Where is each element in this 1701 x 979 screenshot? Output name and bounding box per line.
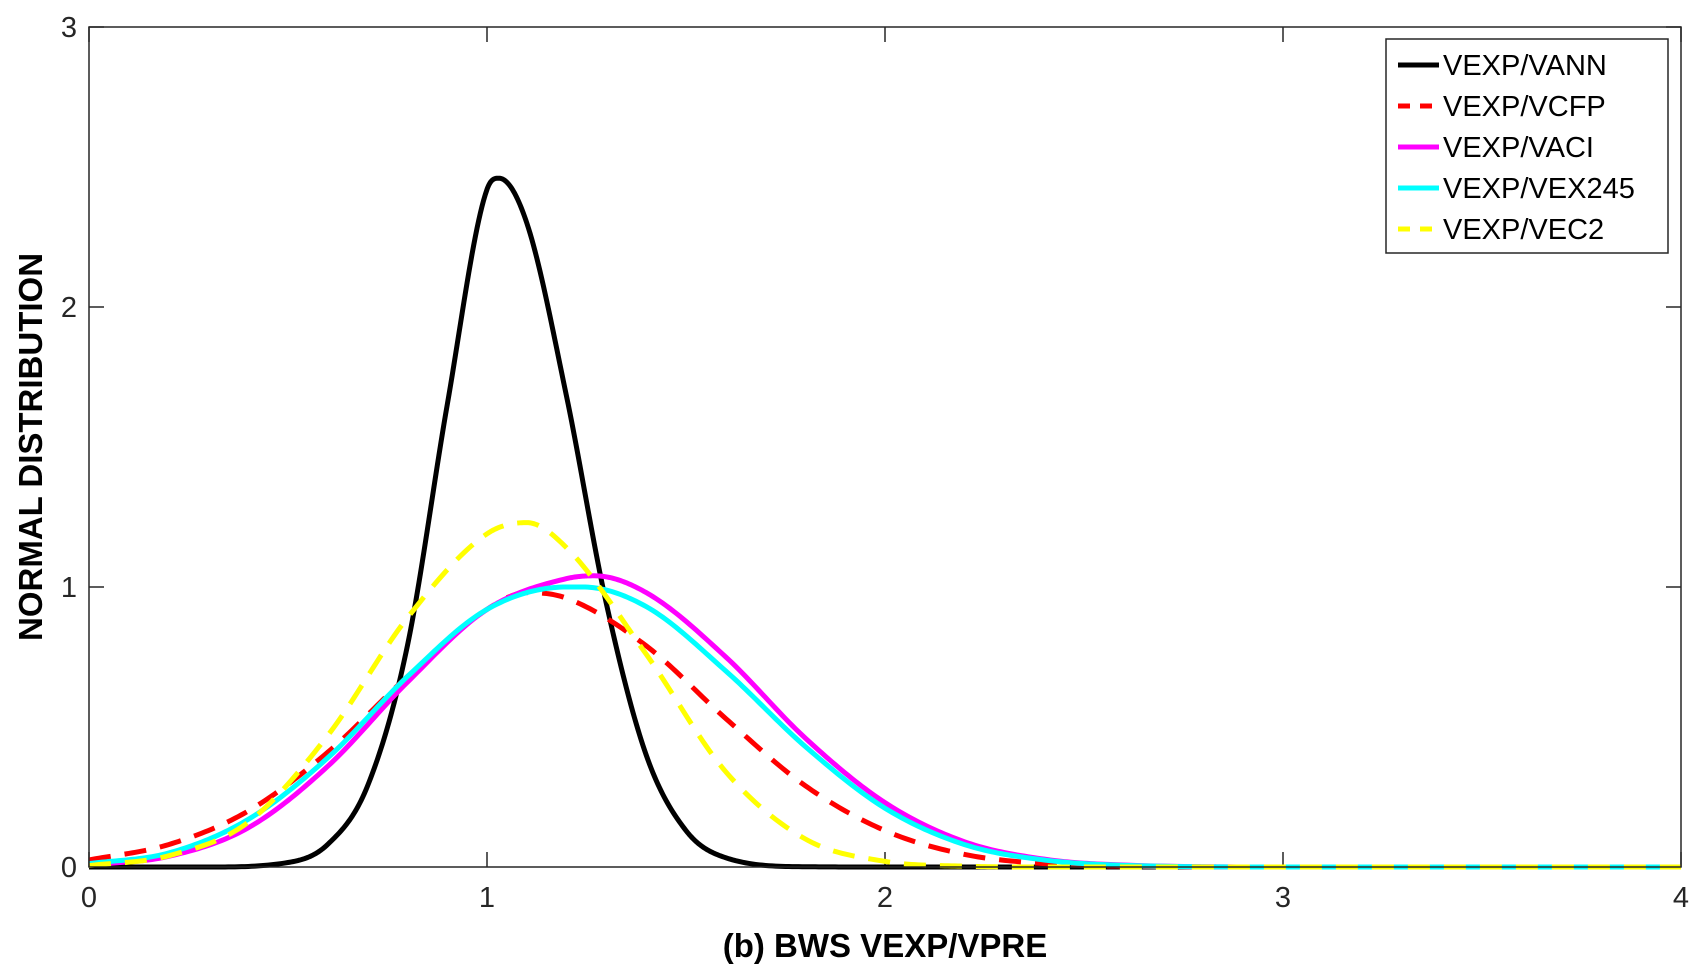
x-tick-label: 3 xyxy=(1275,882,1291,914)
legend: VEXP/VANN VEXP/VCFP VEXP/VACI VEXP/VEX245 VE… xyxy=(1385,38,1669,254)
series-line-2 xyxy=(88,590,1681,870)
y-tick-label: 1 xyxy=(61,572,77,604)
plot-frame xyxy=(88,26,1682,868)
legend-label-2: VEXP/VCFP xyxy=(1443,91,1606,123)
tick-labels: 0 1 2 3 4 0 1 2 3 xyxy=(61,12,1689,914)
y-tick-label: 2 xyxy=(61,292,77,324)
legend-label-1: VEXP/VANN xyxy=(1443,50,1607,82)
legend-label-4: VEXP/VEX245 xyxy=(1443,173,1635,205)
x-tick-label: 4 xyxy=(1673,882,1689,914)
series-line-5 xyxy=(88,520,1681,870)
x-axis-title: (b) BWS VEXP/VPRE xyxy=(723,927,1048,964)
x-tick-label: 2 xyxy=(877,882,893,914)
x-tick-label: 1 xyxy=(479,882,495,914)
y-tick-label: 3 xyxy=(61,12,77,44)
y-axis-title: NORMAL DISTRIBUTION xyxy=(12,253,49,641)
x-tick-label: 0 xyxy=(81,882,97,914)
series-line-4 xyxy=(88,584,1681,870)
legend-label-5: VEXP/VEC2 xyxy=(1443,214,1604,246)
y-tick-label: 0 xyxy=(61,852,77,884)
legend-label-3: VEXP/VACI xyxy=(1443,132,1594,164)
